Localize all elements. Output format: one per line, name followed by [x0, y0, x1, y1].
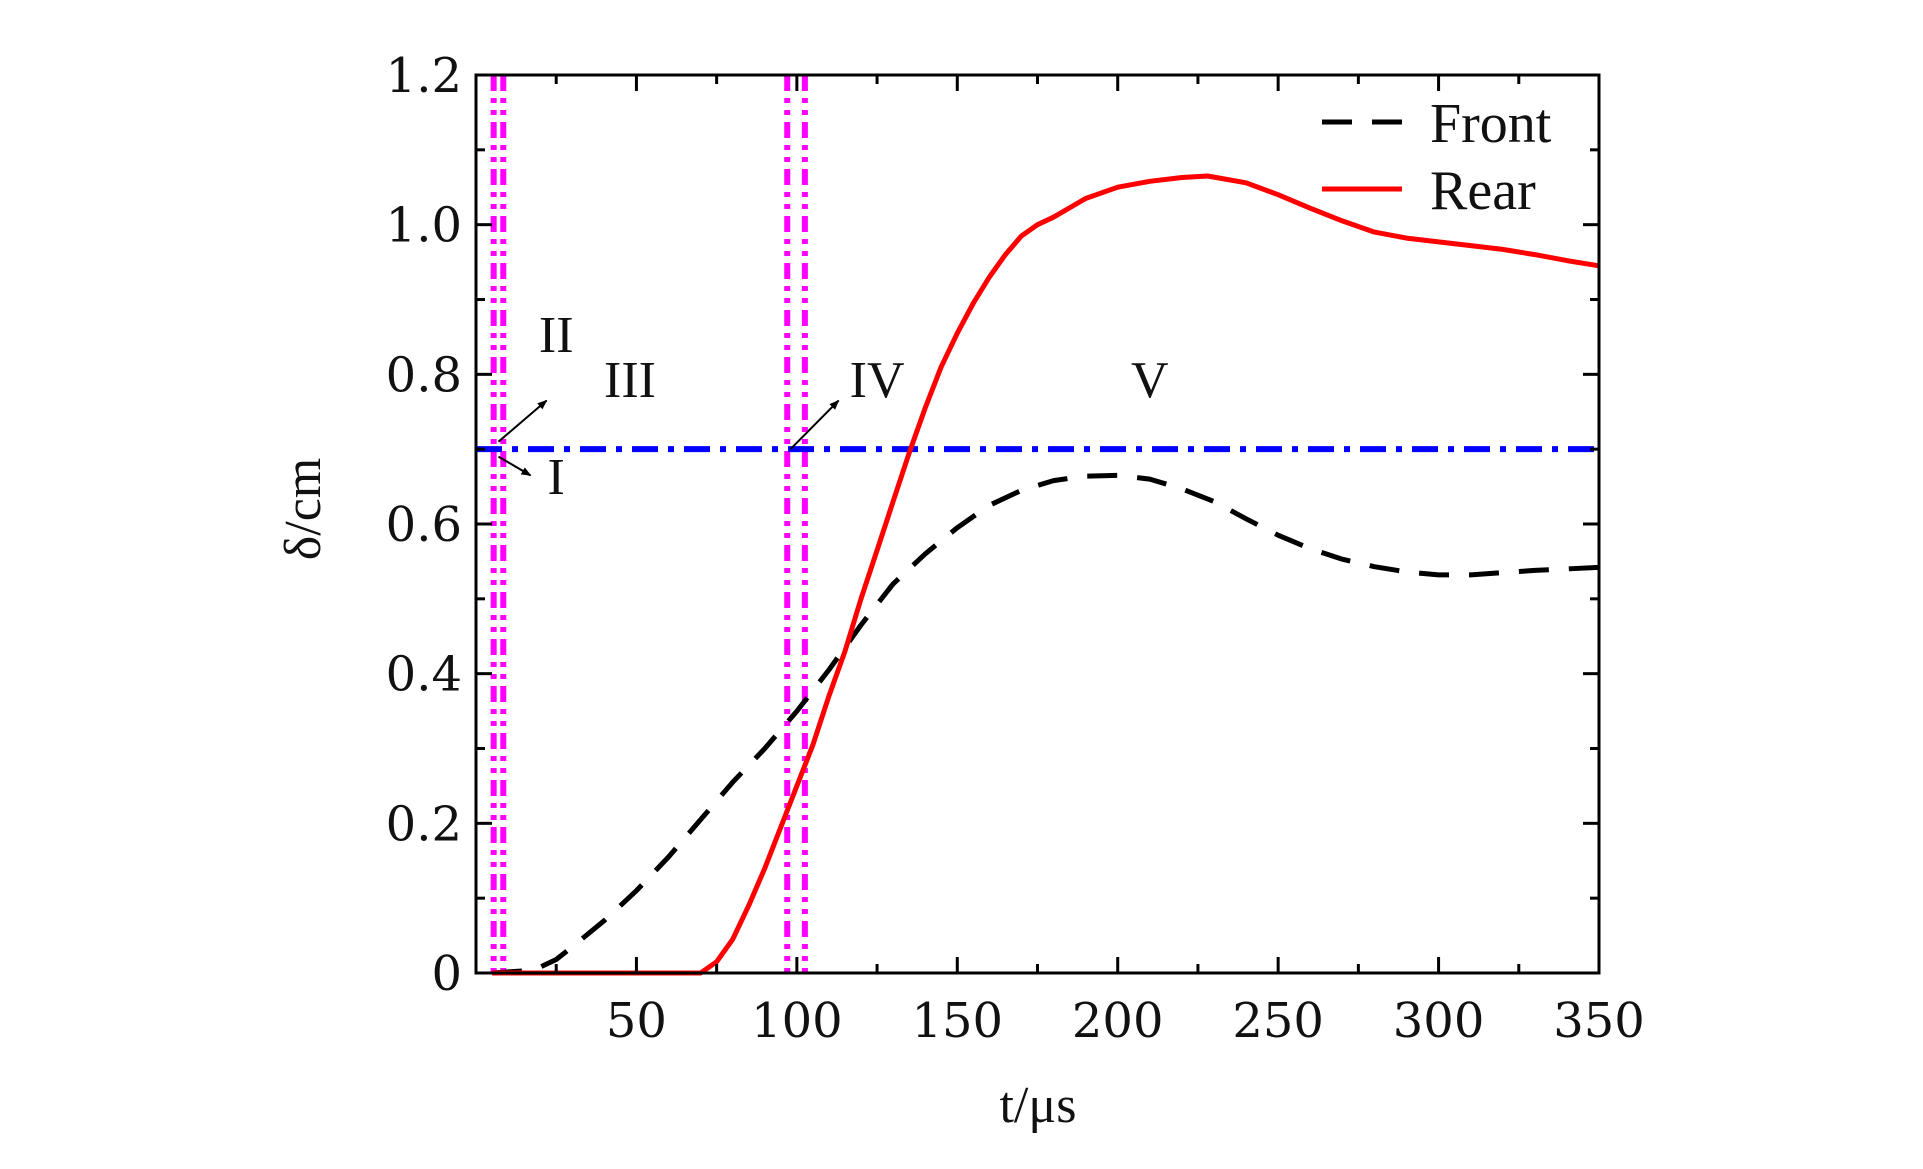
legend-label-front: Front	[1430, 93, 1552, 155]
x-tick-label: 250	[1232, 993, 1324, 1049]
axes-layer: 50 100 150 200 250 300 350 0 0.2 0.4 0.6 0.8 1.0 1.2	[386, 48, 1645, 1049]
legend-label-rear: Rear	[1430, 160, 1536, 222]
x-tick-label: 50	[606, 993, 667, 1049]
y-tick-label: 1.2	[386, 48, 462, 104]
annotation-arrow	[497, 399, 548, 443]
y-tick-label: 0	[431, 946, 462, 1002]
region-label: V	[1131, 352, 1169, 409]
y-tick-label: 0.6	[386, 497, 462, 553]
x-tick-label: 150	[911, 993, 1003, 1049]
annotation-arrow	[497, 455, 532, 477]
y-tick-label: 0.4	[386, 647, 462, 703]
x-tick-label: 350	[1553, 993, 1645, 1049]
x-axis-label: t/μs	[999, 1077, 1076, 1134]
x-tick-label: 200	[1072, 993, 1164, 1049]
annotation-arrow	[789, 399, 840, 450]
series-line-rear	[492, 173, 1600, 976]
series-line-front	[491, 472, 1600, 976]
reference-lines-layer	[476, 75, 1599, 973]
region-label: I	[548, 449, 565, 506]
region-label: III	[604, 352, 656, 409]
x-tick-label: 100	[751, 993, 843, 1049]
region-label: II	[539, 307, 574, 364]
series-layer	[491, 173, 1600, 976]
legend: Front Rear	[1322, 93, 1552, 222]
region-label: IV	[850, 352, 905, 409]
y-axis-label: δ/cm	[275, 458, 332, 560]
y-tick-label: 0.8	[386, 347, 462, 403]
x-tick-label: 300	[1393, 993, 1485, 1049]
y-tick-label: 0.2	[386, 796, 462, 852]
y-tick-label: 1.0	[386, 198, 462, 254]
